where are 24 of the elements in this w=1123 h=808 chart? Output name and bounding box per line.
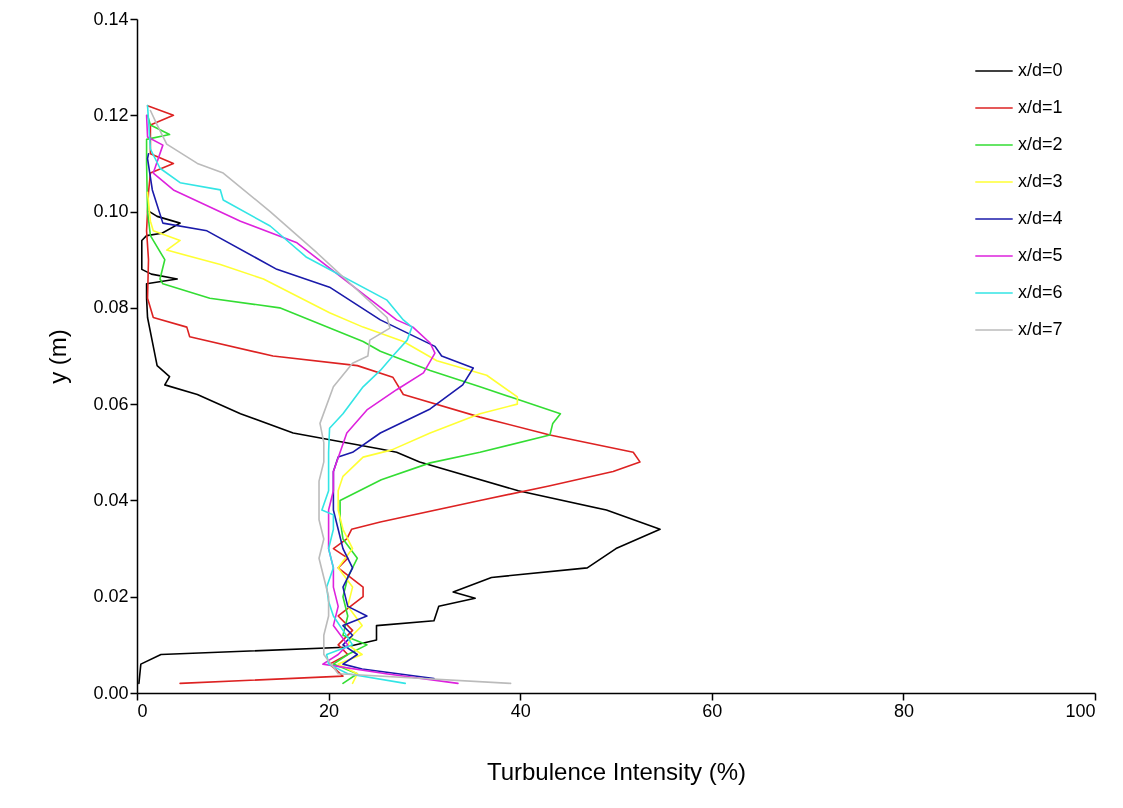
x-tick-label: 40 [510,700,531,721]
y-tick-label: 0.02 [93,586,129,607]
legend-label: x/d=0 [1018,60,1063,80]
legend-label: x/d=6 [1018,282,1063,302]
legend-label: x/d=1 [1018,97,1063,117]
x-tick-label: 20 [319,700,340,721]
y-tick-label: 0.08 [93,297,129,318]
x-tick-label: 60 [702,700,723,721]
x-tick-label: 100 [1065,700,1096,721]
legend-label: x/d=7 [1018,319,1063,339]
y-axis-title: y (m) [44,329,72,384]
legend-label: x/d=5 [1018,245,1063,265]
legend-label: x/d=2 [1018,134,1063,154]
y-tick-label: 0.12 [93,104,129,125]
legend-label: x/d=4 [1018,208,1063,228]
y-tick-label: 0.04 [93,489,129,510]
x-tick-label: 80 [893,700,914,721]
x-axis-title: Turbulence Intensity (%) [486,757,747,785]
y-tick-label: 0.00 [93,682,129,703]
legend-label: x/d=3 [1018,171,1063,191]
y-tick-label: 0.06 [93,393,129,414]
x-tick-label: 0 [137,700,148,721]
y-tick-label: 0.14 [93,8,129,29]
y-tick-label: 0.10 [93,201,129,222]
